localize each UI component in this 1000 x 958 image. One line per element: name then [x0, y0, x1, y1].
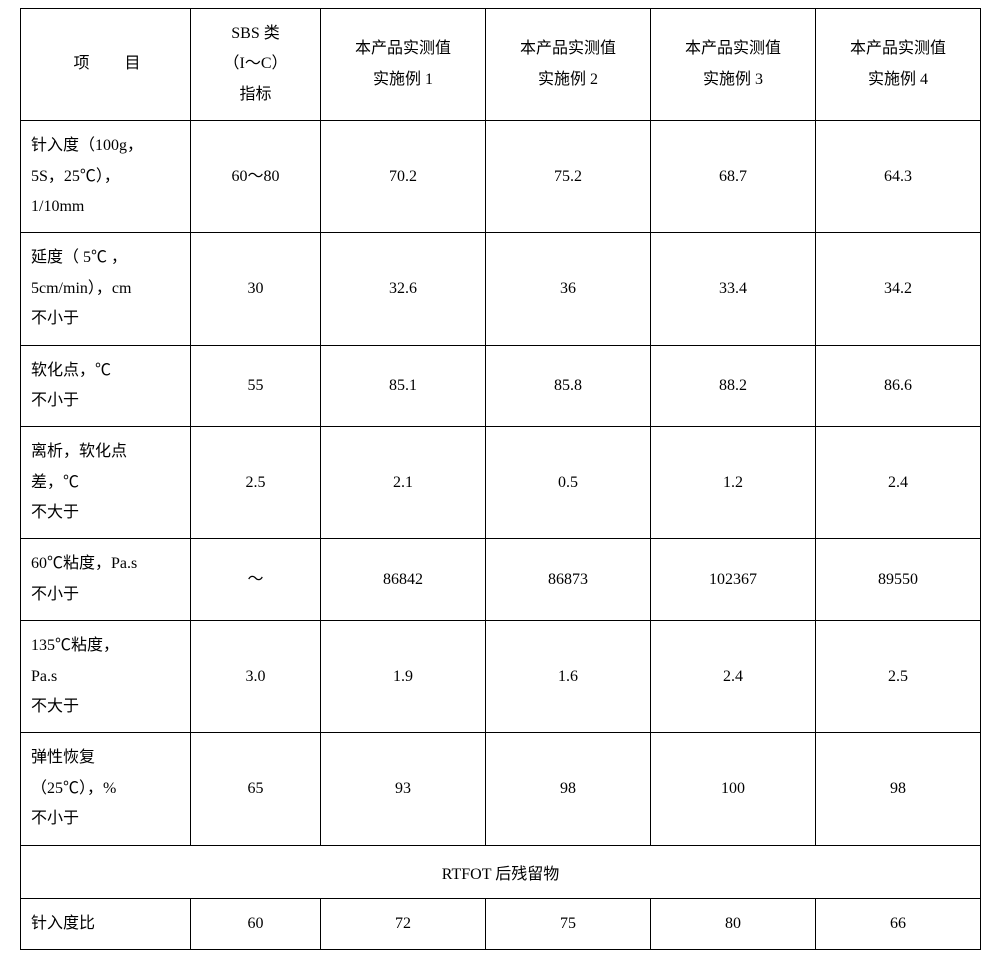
hdr-line: 本产品实测值 — [520, 40, 616, 57]
label-line: 1/10mm — [31, 198, 84, 215]
header-ex4: 本产品实测值 实施例 4 — [816, 9, 981, 121]
cell: 85.8 — [486, 345, 651, 427]
label-line: Pa.s — [31, 668, 57, 685]
label-line: 不小于 — [31, 586, 79, 603]
label-line: 差，℃ — [31, 474, 79, 491]
cell: 68.7 — [651, 121, 816, 233]
section-row: RTFOT 后残留物 — [21, 845, 981, 898]
label-line: 不小于 — [31, 310, 79, 327]
row-label: 135℃粘度， Pa.s 不大于 — [21, 621, 191, 733]
cell: 34.2 — [816, 233, 981, 345]
cell: 30 — [191, 233, 321, 345]
table-row: 离析，软化点 差，℃ 不大于 2.5 2.1 0.5 1.2 2.4 — [21, 427, 981, 539]
label-line: 软化点，℃ — [31, 362, 111, 379]
cell: 0.5 — [486, 427, 651, 539]
cell: 72 — [321, 898, 486, 949]
label-line: 弹性恢复 — [31, 749, 95, 766]
hdr-line: 实施例 4 — [868, 71, 928, 88]
row-label: 针入度比 — [21, 898, 191, 949]
table-row: 针入度（100g， 5S，25℃）， 1/10mm 60～80 70.2 75.… — [21, 121, 981, 233]
cell: 75.2 — [486, 121, 651, 233]
table-row: 弹性恢复 （25℃），% 不小于 65 93 98 100 98 — [21, 733, 981, 845]
cell: 66 — [816, 898, 981, 949]
cell: 1.6 — [486, 621, 651, 733]
cell: 1.2 — [651, 427, 816, 539]
cell: 86.6 — [816, 345, 981, 427]
table-row: 延度（ 5℃ ， 5cm/min），cm 不小于 30 32.6 36 33.4… — [21, 233, 981, 345]
hdr-line: 指标 — [239, 86, 271, 103]
header-item: 项 目 — [21, 9, 191, 121]
row-label: 60℃粘度，Pa.s 不小于 — [21, 539, 191, 621]
cell: 33.4 — [651, 233, 816, 345]
cell: 2.5 — [191, 427, 321, 539]
row-label: 软化点，℃ 不小于 — [21, 345, 191, 427]
row-label: 离析，软化点 差，℃ 不大于 — [21, 427, 191, 539]
label-line: 60℃粘度，Pa.s — [31, 555, 137, 572]
header-ex1: 本产品实测值 实施例 1 — [321, 9, 486, 121]
hdr-line: SBS 类 — [231, 25, 279, 42]
header-sbs: SBS 类 （I～C） 指标 — [191, 9, 321, 121]
label-line: 5S，25℃）， — [31, 168, 120, 185]
row-label: 针入度（100g， 5S，25℃）， 1/10mm — [21, 121, 191, 233]
cell: 32.6 — [321, 233, 486, 345]
hdr-line: 实施例 2 — [538, 71, 598, 88]
hdr-line: 本产品实测值 — [850, 40, 946, 57]
cell: 80 — [651, 898, 816, 949]
cell: 102367 — [651, 539, 816, 621]
section-title: RTFOT 后残留物 — [21, 845, 981, 898]
row-label: 延度（ 5℃ ， 5cm/min），cm 不小于 — [21, 233, 191, 345]
cell: 98 — [816, 733, 981, 845]
cell: 65 — [191, 733, 321, 845]
cell: 36 — [486, 233, 651, 345]
hdr-line: （I～C） — [223, 55, 287, 72]
row-label: 弹性恢复 （25℃），% 不小于 — [21, 733, 191, 845]
header-ex2: 本产品实测值 实施例 2 — [486, 9, 651, 121]
label-line: 延度（ 5℃ ， — [31, 249, 127, 266]
cell: 64.3 — [816, 121, 981, 233]
cell: 2.4 — [651, 621, 816, 733]
cell: 2.5 — [816, 621, 981, 733]
label-line: 不大于 — [31, 504, 79, 521]
cell: 100 — [651, 733, 816, 845]
cell: 86873 — [486, 539, 651, 621]
label-line: 135℃粘度， — [31, 637, 119, 654]
label-line: （25℃），% — [31, 780, 116, 797]
cell: 3.0 — [191, 621, 321, 733]
cell: 1.9 — [321, 621, 486, 733]
table-row: 针入度比 60 72 75 80 66 — [21, 898, 981, 949]
header-row: 项 目 SBS 类 （I～C） 指标 本产品实测值 实施例 1 本产品实测值 实… — [21, 9, 981, 121]
cell: 86842 — [321, 539, 486, 621]
label-line: 不大于 — [31, 698, 79, 715]
label-line: 针入度（100g， — [31, 137, 143, 154]
label-line: 不小于 — [31, 392, 79, 409]
label-line: 不小于 — [31, 810, 79, 827]
cell: 2.1 — [321, 427, 486, 539]
cell: 85.1 — [321, 345, 486, 427]
label-line: 5cm/min），cm — [31, 280, 131, 297]
label-line: 离析，软化点 — [31, 443, 127, 460]
data-table: 项 目 SBS 类 （I～C） 指标 本产品实测值 实施例 1 本产品实测值 实… — [20, 8, 981, 950]
cell: 75 — [486, 898, 651, 949]
hdr-line: 实施例 1 — [373, 71, 433, 88]
cell: 88.2 — [651, 345, 816, 427]
table-row: 60℃粘度，Pa.s 不小于 ～ 86842 86873 102367 8955… — [21, 539, 981, 621]
cell: 70.2 — [321, 121, 486, 233]
cell: 93 — [321, 733, 486, 845]
hdr-line: 实施例 3 — [703, 71, 763, 88]
cell: 2.4 — [816, 427, 981, 539]
cell: 89550 — [816, 539, 981, 621]
hdr-line: 本产品实测值 — [685, 40, 781, 57]
table-row: 软化点，℃ 不小于 55 85.1 85.8 88.2 86.6 — [21, 345, 981, 427]
cell: 60～80 — [191, 121, 321, 233]
hdr-line: 本产品实测值 — [355, 40, 451, 57]
cell: 98 — [486, 733, 651, 845]
header-ex3: 本产品实测值 实施例 3 — [651, 9, 816, 121]
cell: 55 — [191, 345, 321, 427]
table-row: 135℃粘度， Pa.s 不大于 3.0 1.9 1.6 2.4 2.5 — [21, 621, 981, 733]
cell: 60 — [191, 898, 321, 949]
cell: ～ — [191, 539, 321, 621]
